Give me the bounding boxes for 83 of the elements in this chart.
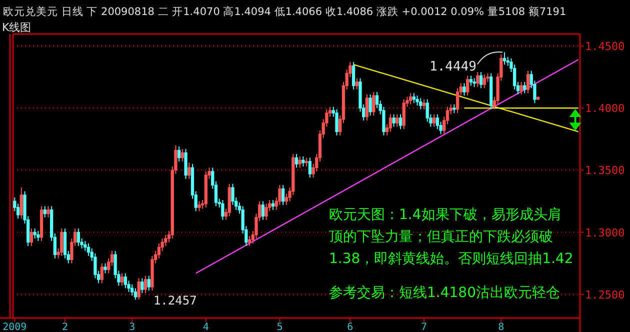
candlestick	[412, 92, 416, 104]
candlestick	[398, 114, 402, 130]
candlestick	[372, 91, 376, 116]
annotation: 顶的下坠力量；但真正的下跌必须破	[329, 229, 553, 245]
x-tick-label: 5	[276, 322, 283, 332]
candlestick	[479, 72, 483, 89]
candlestick	[432, 114, 436, 128]
candlestick	[402, 98, 406, 130]
annotation: 欧元天图：1.4如果下破，易形成头肩	[329, 207, 562, 223]
candlestick	[104, 262, 107, 274]
candlestick	[520, 81, 523, 95]
x-tick-label: 4	[202, 322, 209, 332]
candlestick	[180, 148, 184, 162]
candlestick	[36, 230, 40, 242]
candlestick	[137, 278, 140, 300]
candlestick	[120, 272, 124, 286]
candlestick	[523, 81, 526, 94]
candlestick	[124, 272, 127, 289]
candlestick	[368, 94, 372, 116]
candlestick	[422, 98, 426, 110]
y-tick-label: 1.4000	[585, 102, 625, 116]
x-tick-label: 8	[498, 322, 504, 332]
candlestick	[43, 206, 46, 218]
chart-title: 欧元兑美元 日线 下 20090818 二 开1.4070 高1.4094 低1.4066 收1.4086 涨跌 +0.0012 0.09% 量5108 额7191	[3, 5, 566, 18]
candlestick	[335, 108, 338, 136]
candlestick	[466, 75, 470, 96]
candlestick	[147, 275, 150, 292]
annotation: 参考交易：短线1.4180沽出欧元轻仓	[329, 285, 560, 301]
y-tick-label: 1.3500	[585, 164, 625, 178]
annotation: 1.4449	[430, 59, 477, 74]
candlestick	[408, 92, 412, 105]
candlestick	[76, 228, 80, 246]
candlestick	[294, 154, 298, 168]
candlestick	[502, 52, 506, 66]
candlestick	[184, 148, 188, 180]
y-tick-label: 1.4500	[585, 40, 625, 53]
candlestick	[30, 228, 34, 246]
candlestick	[388, 114, 392, 132]
annotation: 1.2457	[153, 294, 197, 308]
candlestick	[396, 114, 399, 128]
y-tick-label: 1.3000	[585, 226, 625, 240]
candlestick	[476, 72, 480, 88]
x-tick-label: 7	[420, 322, 428, 332]
x-tick-label: 3	[129, 322, 136, 332]
candlestick	[419, 98, 422, 110]
candlestick	[188, 162, 191, 180]
candlestick	[416, 95, 419, 106]
x-tick-label: 2009	[2, 322, 27, 332]
x-tick-label: 6	[347, 322, 354, 332]
candlestick	[221, 199, 224, 220]
candlestick	[365, 94, 369, 121]
candlestick	[20, 187, 23, 220]
candlestick	[261, 200, 265, 220]
candlestick	[33, 228, 36, 239]
candlestick	[308, 157, 312, 178]
chart-subtitle: K线图	[2, 21, 32, 34]
candlestick	[436, 114, 439, 130]
candlestick	[469, 75, 473, 86]
annotation: 1.38，即斜黄线始。否则短线回抽1.42	[329, 251, 574, 267]
candlestick	[462, 82, 466, 96]
candlestick	[355, 78, 358, 90]
candlestick	[302, 156, 305, 167]
candlestick	[526, 70, 530, 94]
candlestick	[198, 200, 201, 212]
candlestick	[100, 262, 104, 284]
y-tick-label: 1.2500	[585, 288, 625, 302]
candlestick	[482, 74, 486, 89]
candlestick	[46, 206, 50, 218]
candlestick	[271, 199, 275, 210]
candlestick	[392, 114, 396, 128]
candlestick	[352, 62, 356, 90]
candlestick	[426, 98, 429, 122]
x-tick-label: 2	[62, 322, 68, 332]
candlestick	[264, 203, 268, 220]
candlestick	[130, 284, 134, 296]
candlestick	[282, 184, 285, 206]
candlestick	[134, 288, 138, 300]
candlestick	[94, 252, 97, 279]
candlestick	[140, 278, 144, 294]
candlestick	[298, 156, 302, 168]
candlestick	[178, 146, 181, 162]
candlestick	[60, 228, 64, 256]
candlestick	[144, 275, 148, 294]
